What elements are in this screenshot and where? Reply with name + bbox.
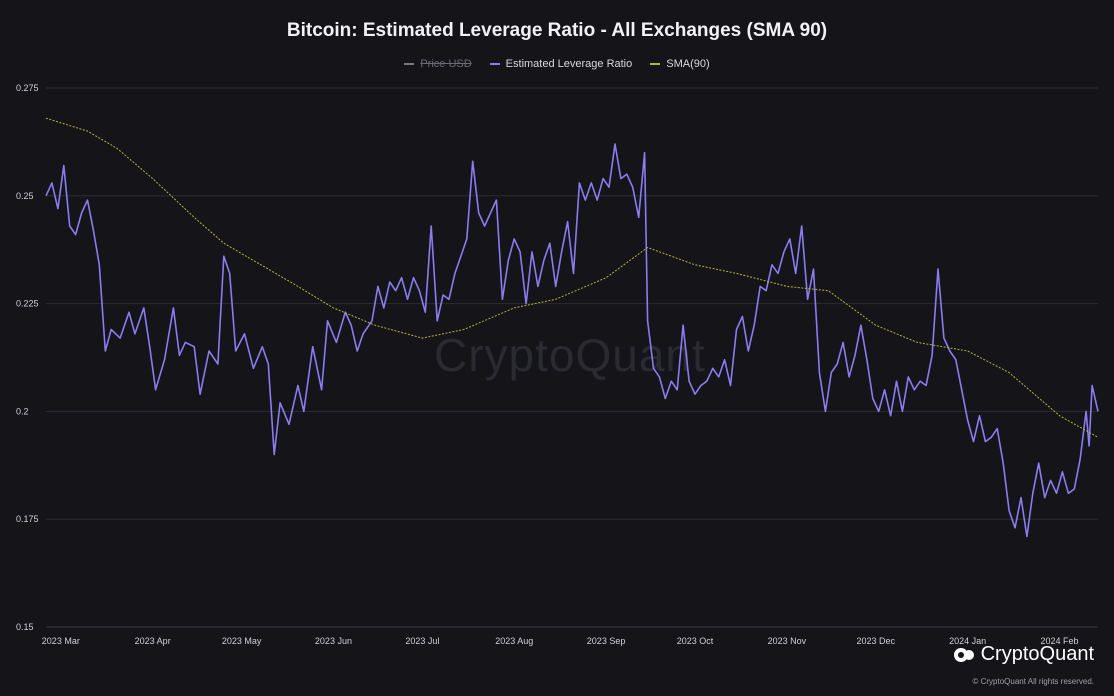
x-tick-label: 2023 Apr [135, 636, 171, 646]
cryptoquant-logo-icon [953, 647, 974, 662]
x-tick-label: 2023 Nov [768, 636, 807, 646]
leverage-ratio-series-line [45, 143, 1099, 538]
y-tick-label: 0.25 [16, 191, 34, 201]
chart-legend: Price USD Estimated Leverage Ratio SMA(9… [0, 58, 1114, 70]
legend-label-price-usd: Price USD [420, 58, 472, 70]
x-tick-label: 2023 Jun [315, 636, 352, 646]
x-tick-label: 2023 Mar [42, 636, 80, 646]
x-tick-label: 2024 Jan [949, 636, 986, 646]
x-tick-label: 2023 May [222, 636, 262, 646]
copyright-text: © CryptoQuant All rights reserved. [972, 677, 1095, 686]
x-tick-label: 2024 Feb [1040, 636, 1078, 646]
sma90-series-line [45, 117, 1099, 438]
legend-swatch-sma90 [650, 63, 661, 65]
legend-label-sma90: SMA(90) [666, 58, 710, 70]
y-tick-label: 0.2 [16, 406, 29, 416]
y-tick-label: 0.175 [16, 514, 39, 524]
x-tick-label: 2023 Jul [405, 636, 439, 646]
x-tick-label: 2023 Oct [677, 636, 714, 646]
legend-swatch-price-usd [404, 63, 415, 65]
watermark: CryptoQuant [434, 329, 706, 381]
legend-label-leverage-ratio: Estimated Leverage Ratio [505, 58, 633, 70]
y-tick-label: 0.225 [16, 299, 39, 309]
y-tick-label: 0.275 [16, 83, 39, 93]
brand-name: CryptoQuant [980, 643, 1094, 665]
legend-swatch-leverage-ratio [489, 63, 500, 65]
chart-title: Bitcoin: Estimated Leverage Ratio - All … [286, 20, 828, 41]
legend-item-price-usd[interactable]: Price USD [404, 58, 472, 70]
legend-item-leverage-ratio[interactable]: Estimated Leverage Ratio [489, 58, 633, 70]
brand-logo: CryptoQuant [953, 643, 1094, 666]
x-tick-label: 2023 Dec [856, 636, 895, 646]
x-tick-label: 2023 Aug [495, 636, 533, 646]
x-tick-label: 2023 Sep [587, 636, 626, 646]
legend-item-sma90[interactable]: SMA(90) [650, 58, 710, 70]
y-tick-label: 0.15 [16, 622, 34, 632]
